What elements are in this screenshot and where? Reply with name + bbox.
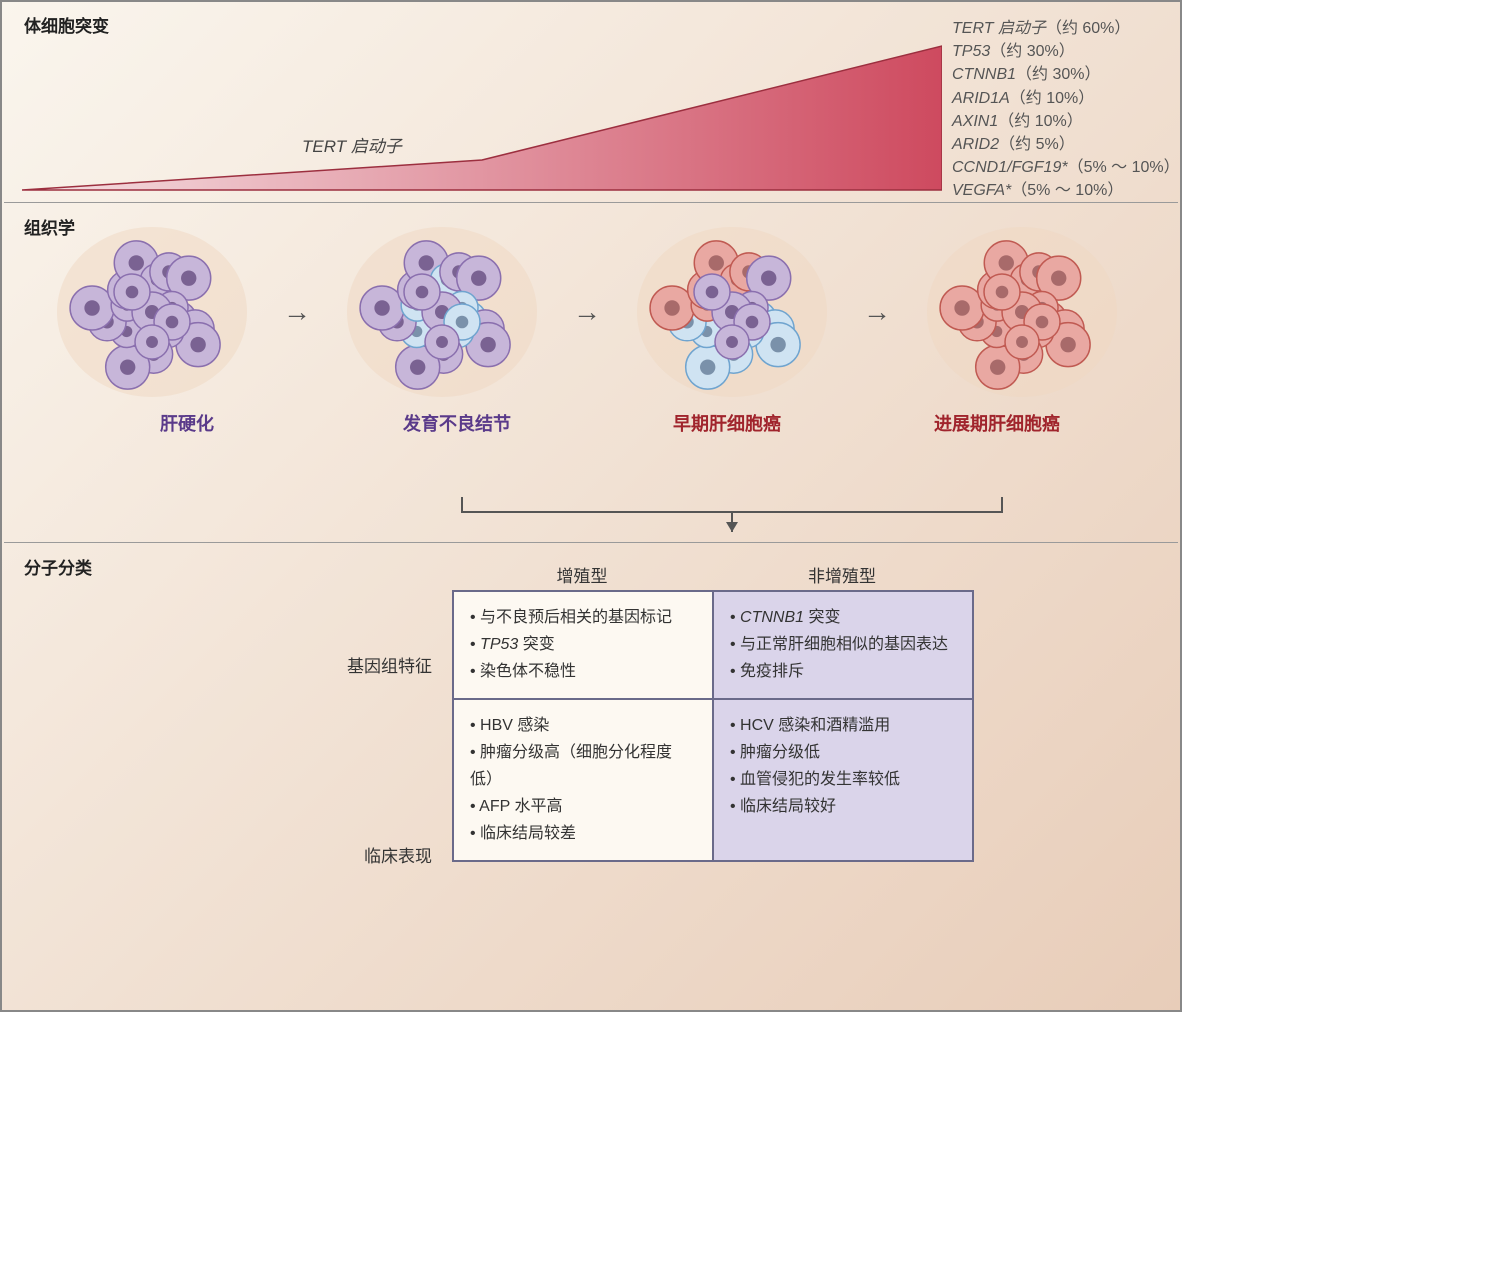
mutation-triangle [22,42,942,192]
cell-genomic-prolif: 与不良预后相关的基因标记TP53 突变染色体不稳性 [453,591,713,699]
list-item: CTNNB1 突变 [730,604,956,631]
stage-label: 进展期肝细胞癌 [862,410,1132,436]
stage-label: 肝硬化 [52,410,322,436]
table-row: 与不良预后相关的基因标记TP53 突变染色体不稳性 CTNNB1 突变与正常肝细… [453,591,973,699]
list-item: 血管侵犯的发生率较低 [730,766,956,793]
stage-labels-row: 肝硬化发育不良结节早期肝细胞癌进展期肝细胞癌 [52,410,1160,436]
cell-cluster [922,222,1122,402]
cell-cluster [632,222,832,402]
triangle-svg [22,42,942,192]
gene-list: TERT 启动子（约 60%）TP53（约 30%）CTNNB1（约 30%）A… [952,17,1180,203]
gene-list-item: VEGFA*（5% ～ 10%） [952,179,1180,202]
cell-clinical-nonprolif: HCV 感染和酒精滥用肿瘤分级低血管侵犯的发生率较低临床结局较好 [713,699,973,861]
figure-container: 体细胞突变 TERT 启动子 TERT 启动子（约 60%）TP53（约 30%… [0,0,1182,1012]
list-item: 肿瘤分级高（细胞分化程度低） [470,739,696,793]
divider-1 [4,202,1178,203]
row-label-genomic: 基因组特征 [312,652,432,677]
divider-2 [4,542,1178,543]
cell-cluster [52,222,252,402]
stage-label: 早期肝细胞癌 [592,410,862,436]
cell-cluster-row: → → → [52,222,1160,402]
classification-table: 与不良预后相关的基因标记TP53 突变染色体不稳性 CTNNB1 突变与正常肝细… [452,590,974,862]
list-item: 临床结局较差 [470,820,696,847]
list-item: 临床结局较好 [730,793,956,820]
row-label-clinical: 临床表现 [312,842,432,867]
progression-arrow-icon: → [852,296,902,328]
gene-list-item: ARID1A（约 10%） [952,87,1180,110]
gene-list-item: ARID2（约 5%） [952,133,1180,156]
progression-arrow-icon: → [562,296,612,328]
tert-promoter-label: TERT 启动子 [302,132,402,157]
table-row: HBV 感染肿瘤分级高（细胞分化程度低）AFP 水平高临床结局较差 HCV 感染… [453,699,973,861]
column-headers: 增殖型 非增殖型 [452,562,972,587]
list-item: HCV 感染和酒精滥用 [730,712,956,739]
list-item: 与不良预后相关的基因标记 [470,604,696,631]
stage-label: 发育不良结节 [322,410,592,436]
list-item: 免疫排斥 [730,658,956,685]
gene-list-item: TP53（约 30%） [952,40,1180,63]
list-item: 染色体不稳性 [470,658,696,685]
cell-genomic-nonprolif: CTNNB1 突变与正常肝细胞相似的基因表达免疫排斥 [713,591,973,699]
col-header-nonprolif: 非增殖型 [712,562,972,587]
bracket-to-table [452,492,1012,552]
list-item: HBV 感染 [470,712,696,739]
list-item: AFP 水平高 [470,793,696,820]
list-item: TP53 突变 [470,631,696,658]
gene-list-item: AXIN1（约 10%） [952,110,1180,133]
progression-arrow-icon: → [272,296,322,328]
gene-list-item: TERT 启动子（约 60%） [952,17,1180,40]
list-item: 与正常肝细胞相似的基因表达 [730,631,956,658]
list-item: 肿瘤分级低 [730,739,956,766]
histology-panel: → → → 肝硬化发育不良结节早期肝细胞癌进展期肝细胞癌 [22,222,1160,492]
cell-cluster [342,222,542,402]
gene-list-item: CTNNB1（约 30%） [952,63,1180,86]
col-header-prolif: 增殖型 [452,562,712,587]
panel3-title: 分子分类 [24,554,92,579]
cell-clinical-prolif: HBV 感染肿瘤分级高（细胞分化程度低）AFP 水平高临床结局较差 [453,699,713,861]
panel1-title: 体细胞突变 [24,12,109,37]
gene-list-item: CCND1/FGF19*（5% ～ 10%） [952,156,1180,179]
